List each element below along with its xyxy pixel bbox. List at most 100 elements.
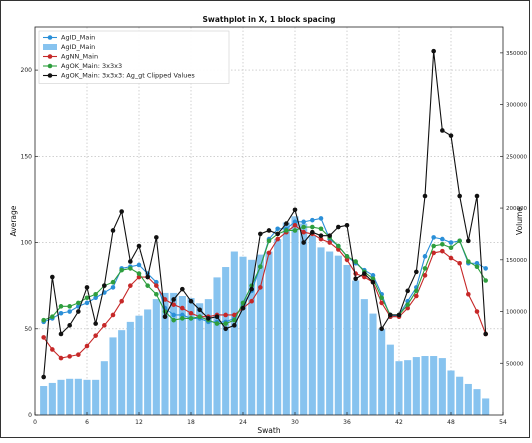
volume-bar: [386, 344, 394, 415]
series-point: [483, 331, 488, 337]
series-point: [388, 312, 393, 318]
series-point: [440, 128, 445, 133]
series-point: [58, 355, 64, 361]
series-point: [327, 233, 332, 238]
series-point: [483, 266, 488, 271]
volume-bar: [473, 389, 481, 415]
series-point: [223, 321, 228, 326]
series-point: [180, 305, 185, 311]
series-point: [180, 286, 185, 292]
chart-title: Swathplot in X, 1 block spacing: [203, 15, 336, 24]
x-tick-label: 0: [33, 419, 37, 426]
series-point: [275, 231, 280, 237]
series-point: [67, 323, 72, 328]
series-point: [318, 226, 324, 232]
series-point: [405, 288, 410, 294]
series-point: [336, 243, 341, 249]
series-point: [474, 309, 480, 314]
series-point: [284, 221, 289, 226]
y2-tick-label: 300000: [506, 103, 527, 109]
series-point: [310, 224, 315, 230]
y-axis-label: Average: [9, 205, 18, 236]
y2-tick-label: 250000: [506, 154, 527, 160]
series-point: [136, 271, 142, 276]
series-point: [240, 305, 246, 311]
series-point: [41, 335, 46, 340]
series-point: [84, 343, 90, 349]
series-point: [180, 316, 185, 321]
series-point: [474, 264, 480, 270]
series-point: [474, 260, 480, 266]
series-point: [405, 302, 410, 307]
series-point: [431, 243, 436, 249]
series-point: [310, 217, 315, 223]
volume-bar: [256, 254, 264, 415]
volume-bar: [118, 330, 126, 415]
volume-bar: [213, 277, 221, 415]
series-point: [466, 291, 471, 297]
x-tick-label: 6: [85, 419, 89, 426]
series-point: [258, 264, 263, 270]
series-point: [162, 314, 168, 320]
series-point: [422, 266, 428, 271]
legend-marker: [47, 73, 53, 78]
series-point: [414, 269, 419, 275]
y2-axis-ticks: 50000 100000 150000 200000 250000 300000 35000…: [500, 51, 527, 367]
series-point: [41, 374, 46, 380]
series-point: [292, 207, 298, 213]
series-point: [301, 229, 306, 235]
series-point: [171, 317, 176, 323]
series-point: [466, 259, 471, 264]
volume-bar: [456, 376, 464, 415]
series-point: [93, 295, 98, 301]
series-point: [275, 236, 280, 242]
legend-marker: [47, 35, 53, 40]
series-point: [67, 354, 72, 359]
series-point: [232, 323, 237, 328]
volume-bar: [100, 361, 108, 415]
series-point: [154, 291, 159, 297]
legend-label: AgNN_Main: [61, 53, 98, 61]
series-point: [145, 274, 150, 280]
series-point: [258, 231, 263, 237]
series-point: [93, 333, 98, 338]
series-point: [448, 133, 454, 138]
series-point: [223, 326, 228, 332]
series-point: [292, 219, 298, 225]
series-point: [58, 304, 64, 309]
volume-bar: [326, 251, 334, 415]
series-point: [457, 193, 462, 199]
series-point: [448, 240, 454, 245]
y2-axis-label: Volume: [515, 207, 524, 235]
volume-bar: [343, 264, 351, 415]
volume-bars: [40, 216, 490, 415]
x-tick-label: 54: [499, 419, 507, 426]
y2-tick-label: 200000: [506, 206, 527, 212]
series-point: [232, 317, 237, 323]
series-point: [128, 283, 133, 288]
volume-bar: [395, 361, 403, 415]
series-point: [41, 317, 46, 323]
series-point: [301, 224, 306, 230]
series-point: [448, 255, 454, 261]
series-point: [422, 254, 428, 259]
volume-bar: [300, 223, 308, 415]
series-point: [188, 316, 194, 321]
series-line: [43, 51, 487, 378]
series-point: [67, 309, 72, 314]
series-point: [154, 279, 159, 285]
y2-tick-label: 100000: [506, 310, 527, 316]
series-point: [128, 266, 133, 271]
series-point: [119, 298, 124, 304]
series-line: [43, 226, 487, 325]
volume-bar: [438, 358, 446, 415]
series-point: [301, 240, 306, 245]
volume-bar: [57, 379, 65, 415]
series-point: [110, 312, 116, 318]
series-point: [431, 235, 436, 240]
volume-bar: [412, 357, 420, 415]
series-point: [180, 312, 185, 318]
volume-bar: [482, 398, 490, 415]
series-point: [370, 276, 376, 282]
y2-tick-label: 150000: [506, 258, 527, 264]
